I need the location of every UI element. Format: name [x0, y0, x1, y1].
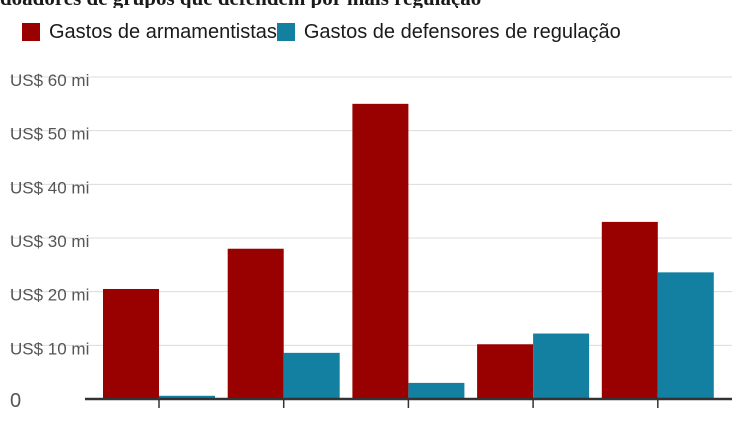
chart-title: doadores de grupos que defendem por mais…: [0, 0, 750, 8]
legend-label-regulation: Gastos de defensores de regulação: [303, 20, 621, 43]
y-tick-label: US$ 20 mi: [10, 286, 89, 305]
y-tick-label: 0: [10, 390, 21, 412]
legend-swatch-regulation: [276, 23, 295, 41]
y-tick-label: US$ 60 mi: [10, 71, 89, 90]
bar-arms: [601, 221, 658, 399]
legend-item-regulation: Gastos de defensores de regulação: [276, 20, 621, 44]
legend-item-arms: Gastos de armamentistas: [22, 21, 277, 44]
legend-label-arms: Gastos de armamentistas: [49, 20, 277, 43]
y-tick-label: US$ 30 mi: [10, 232, 89, 251]
y-tick-label: US$ 10 mi: [10, 339, 89, 358]
bar-regulation: [657, 272, 714, 399]
bar-arms: [103, 288, 159, 399]
bar-regulation: [159, 395, 215, 399]
legend-swatch-arms: [22, 23, 40, 41]
y-tick-label: US$ 50 mi: [10, 125, 89, 144]
bar-regulation: [408, 382, 465, 399]
legend: Gastos de armamentistas Gastos de defens…: [22, 20, 621, 44]
bar-arms: [352, 103, 409, 399]
y-tick-label: US$ 40 mi: [10, 178, 89, 197]
bar-regulation: [283, 352, 340, 399]
bar-regulation: [533, 333, 590, 399]
bar-arms: [477, 344, 534, 399]
bar-arms: [227, 248, 284, 399]
